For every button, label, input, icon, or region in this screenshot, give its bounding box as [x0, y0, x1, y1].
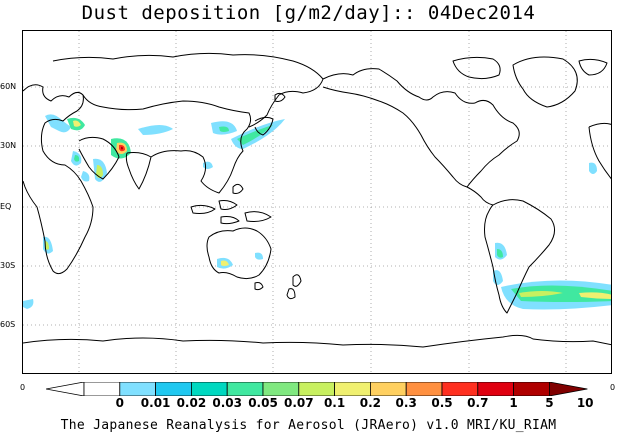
colorbar-swatch — [334, 382, 371, 396]
world-map — [22, 30, 612, 374]
colorbar-arrow-left — [46, 382, 85, 396]
colorbar-swatch — [441, 382, 479, 396]
colorbar-level: 0.01 — [140, 396, 171, 410]
colorbar-swatch — [83, 382, 121, 396]
lat-label-30n: 30N — [0, 141, 17, 150]
colorbar-swatch — [226, 382, 264, 396]
colorbar-swatch — [369, 382, 407, 396]
gridlines — [23, 31, 611, 373]
colorbar — [46, 382, 588, 396]
colorbar-level: 0.2 — [359, 396, 382, 410]
credit-line: The Japanese Reanalysis for Aerosol (JRA… — [60, 418, 557, 433]
map-canvas — [23, 31, 611, 373]
dust-shading — [23, 114, 611, 310]
colorbar-level: 0.7 — [467, 396, 489, 410]
colorbar-level: 5 — [545, 396, 554, 410]
colorbar-level: 0.5 — [431, 396, 453, 410]
coastlines — [23, 52, 611, 348]
colorbar-end-left: 0 — [20, 383, 26, 392]
colorbar-swatch — [190, 382, 228, 396]
colorbar-level: 0.1 — [323, 396, 346, 410]
colorbar-swatch — [405, 382, 443, 396]
map-title: Dust deposition [g/m2/day]:: 04Dec2014 — [81, 2, 536, 24]
colorbar-level: 1 — [509, 396, 518, 410]
colorbar-swatch — [262, 382, 300, 396]
colorbar-level: 0.07 — [283, 396, 314, 410]
colorbar-swatch — [298, 382, 336, 396]
lat-label-eq: EQ — [0, 202, 12, 211]
lat-label-60n: 60N — [0, 82, 17, 91]
colorbar-level: 0.05 — [248, 396, 278, 410]
colorbar-swatch — [513, 382, 550, 396]
colorbar-arrow-right — [548, 382, 588, 396]
colorbar-level: 0 — [115, 396, 124, 410]
colorbar-labels: 0 0.01 0.02 0.03 0.05 0.07 0.1 0.2 0.3 0… — [0, 396, 617, 412]
lat-label-30s: 30S — [0, 261, 16, 270]
colorbar-swatch — [119, 382, 157, 396]
colorbar-level: 10 — [576, 396, 594, 410]
colorbar-swatch — [477, 382, 514, 396]
colorbar-level: 0.03 — [212, 396, 242, 410]
colorbar-swatch — [155, 382, 192, 396]
lat-label-60s: 60S — [0, 320, 16, 329]
colorbar-end-right: 0 — [610, 383, 616, 392]
colorbar-level: 0.3 — [395, 396, 417, 410]
colorbar-level: 0.02 — [176, 396, 207, 410]
